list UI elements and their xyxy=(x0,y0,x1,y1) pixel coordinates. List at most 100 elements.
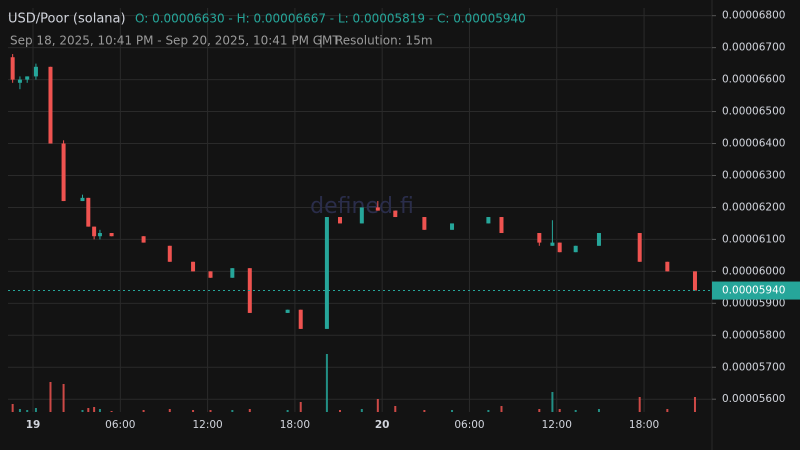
marks xyxy=(10,54,697,412)
x-tick-label: 18:00 xyxy=(629,419,659,431)
candle-body xyxy=(10,57,15,80)
volume-bar xyxy=(360,409,363,412)
grid xyxy=(8,8,712,412)
volume-bar xyxy=(231,410,234,412)
range: Sep 18, 2025, 10:41 PM - Sep 20, 2025, 1… xyxy=(10,34,340,48)
candle-body xyxy=(48,66,53,144)
candle-body xyxy=(191,261,196,272)
volume-bar xyxy=(168,409,171,412)
y-tick-label: 0.00006400 xyxy=(722,138,785,150)
y-tick-label: 0.00006600 xyxy=(722,74,785,86)
volume-bar xyxy=(638,397,641,412)
volume-bar xyxy=(325,354,328,412)
candle-body xyxy=(285,309,290,313)
volume-bar xyxy=(423,410,426,412)
candle-body xyxy=(92,226,97,237)
candle-body xyxy=(665,261,670,272)
candle-body xyxy=(637,233,642,262)
volume-bar xyxy=(376,399,379,412)
last-price-box xyxy=(712,281,800,300)
candle-body xyxy=(17,79,22,83)
candle-body xyxy=(25,76,30,80)
y-tick-label: 0.00006100 xyxy=(722,233,785,245)
x-tick-label: 20 xyxy=(375,419,390,431)
x-tick-label: 19 xyxy=(26,419,41,431)
volume-bar xyxy=(693,397,696,412)
volume-bar xyxy=(500,406,503,412)
candle-body xyxy=(80,197,85,202)
volume-bar xyxy=(338,410,341,412)
candle-body xyxy=(550,242,555,246)
last-price-label: 0.00005940 xyxy=(722,285,785,297)
y-tick-label: 0.00005800 xyxy=(722,329,785,341)
volume-bar xyxy=(574,410,577,412)
volume-bar xyxy=(11,404,14,412)
ohlc: O: 0.00006630 - H: 0.00006667 - L: 0.000… xyxy=(135,12,526,26)
resolution: Resolution: 15m xyxy=(335,34,433,48)
volume-bar xyxy=(286,410,289,412)
volume-bar xyxy=(98,409,101,412)
volume-bar xyxy=(192,410,195,412)
candle-body xyxy=(596,233,601,246)
y-tick-label: 0.00006300 xyxy=(722,169,785,181)
volume-bar xyxy=(81,410,84,412)
candle-body xyxy=(167,245,172,262)
candle-body xyxy=(337,217,342,224)
volume-bar xyxy=(142,410,145,412)
volume-bar xyxy=(49,382,52,412)
x-tick-label: 12:00 xyxy=(542,419,572,431)
volume-bar xyxy=(299,402,302,412)
candle-body xyxy=(86,197,91,227)
candle-body xyxy=(109,233,114,237)
volume-bar xyxy=(487,410,490,412)
volume-bar xyxy=(538,409,541,412)
candle-body xyxy=(486,217,491,224)
volume-bar xyxy=(110,411,113,412)
candle-body xyxy=(230,268,235,278)
candle-body xyxy=(33,66,38,77)
candle-body xyxy=(208,271,213,278)
y-tick-label: 0.00006000 xyxy=(722,265,785,277)
volume-bar xyxy=(666,409,669,412)
volume-bar xyxy=(551,392,554,412)
candle-body xyxy=(393,210,398,218)
candle-body xyxy=(499,217,504,234)
candle-body xyxy=(61,143,66,202)
candle-body xyxy=(573,245,578,253)
y-tick-label: 0.00006800 xyxy=(722,10,785,22)
x-tick-label: 18:00 xyxy=(280,419,310,431)
volume-bar xyxy=(26,410,29,412)
y-tick-label: 0.00006500 xyxy=(722,106,785,118)
candle-body xyxy=(324,217,329,329)
candle-body xyxy=(537,233,542,243)
candle-body xyxy=(359,207,364,224)
x-tick-label: 06:00 xyxy=(454,419,484,431)
separator: | xyxy=(319,34,323,48)
candle-body xyxy=(692,271,697,291)
candle-body xyxy=(422,217,427,230)
volume-bar xyxy=(394,406,397,412)
x-tick-label: 12:00 xyxy=(192,419,222,431)
volume-bar xyxy=(34,408,37,412)
y-tick-label: 0.00005700 xyxy=(722,361,785,373)
volume-bar xyxy=(93,407,96,412)
candle-body xyxy=(141,236,146,243)
volume-bar xyxy=(18,409,21,412)
y-tick-label: 0.00006200 xyxy=(722,201,785,213)
volume-bar xyxy=(597,409,600,412)
candle-body xyxy=(375,207,380,211)
x-tick-label: 06:00 xyxy=(105,419,135,431)
y-tick-label: 0.00005600 xyxy=(722,393,785,405)
y-tick-label: 0.00006700 xyxy=(722,42,785,54)
volume-bar xyxy=(87,408,90,412)
candle-body xyxy=(298,309,303,329)
volume-bar xyxy=(451,410,454,412)
candle-body xyxy=(450,223,455,230)
volume-bar xyxy=(209,410,212,412)
volume-bar xyxy=(248,409,251,412)
volume-bar xyxy=(558,409,561,412)
volume-bar xyxy=(62,384,65,412)
